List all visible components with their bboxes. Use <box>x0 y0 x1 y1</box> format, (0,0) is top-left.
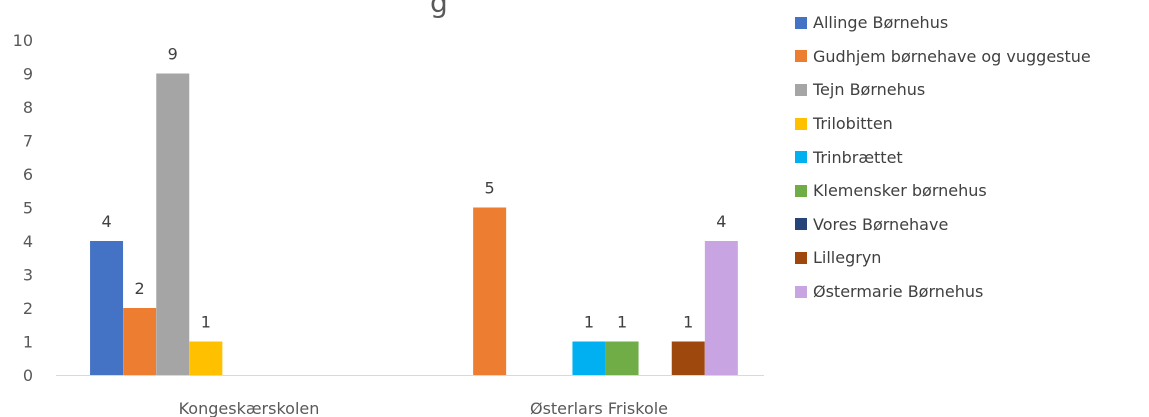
y-tick-label: 5 <box>23 199 33 218</box>
bar--stermarie-b-rnehus-1 <box>704 241 738 375</box>
legend-swatch <box>795 151 807 164</box>
chart-title-fragment: g <box>430 0 448 19</box>
x-category-label: Østerlars Friskole <box>530 399 668 417</box>
legend-label: Vores Børnehave <box>813 214 949 234</box>
legend-swatch <box>795 218 807 231</box>
legend-item: Østermarie Børnehus <box>795 275 1091 309</box>
legend-swatch <box>795 251 807 264</box>
legend-item: Klemensker børnehus <box>795 174 1091 208</box>
bar-trilobitten-0 <box>189 341 223 375</box>
bar-allinge-b-rnehus-0 <box>90 241 124 375</box>
legend-swatch <box>795 83 807 96</box>
y-tick-label: 9 <box>23 65 33 84</box>
legend-item: Vores Børnehave <box>795 208 1091 242</box>
data-label: 4 <box>101 212 111 231</box>
chart-legend: Allinge Børnehus Gudhjem børnehave og vug… <box>795 6 1091 308</box>
legend-swatch <box>795 50 807 63</box>
legend-swatch <box>795 184 807 197</box>
legend-item: Trilobitten <box>795 107 1091 141</box>
legend-item: Trinbrættet <box>795 140 1091 174</box>
y-tick-label: 6 <box>23 165 33 184</box>
bar-gudhjem-b-rnehave-og-vuggestue-0 <box>123 308 157 375</box>
data-label: 5 <box>485 179 495 198</box>
legend-item: Lillegryn <box>795 241 1091 275</box>
bar-klemensker-b-rnehus-1 <box>605 341 639 375</box>
y-tick-label: 8 <box>23 98 33 117</box>
legend-item: Allinge Børnehus <box>795 6 1091 40</box>
legend-label: Østermarie Børnehus <box>813 282 984 302</box>
data-label: 1 <box>201 313 211 332</box>
y-tick-label: 1 <box>23 333 33 352</box>
legend-label: Lillegryn <box>813 248 882 268</box>
data-label: 1 <box>617 313 627 332</box>
bar-chart: 0 1 2 3 4 5 6 7 8 9 10 4 2 5 9 1 1 1 1 4 Kongeskærskolen Øste… <box>13 31 764 417</box>
data-label: 1 <box>683 313 693 332</box>
legend-label: Gudhjem børnehave og vuggestue <box>813 46 1091 66</box>
legend-swatch <box>795 285 807 298</box>
bar-lillegryn-1 <box>671 341 705 375</box>
legend-item: Gudhjem børnehave og vuggestue <box>795 40 1091 74</box>
bar-gudhjem-b-rnehave-og-vuggestue-1 <box>473 207 507 375</box>
bar-tejn-b-rnehus-0 <box>156 73 190 375</box>
y-tick-label: 3 <box>23 266 33 285</box>
legend-label: Trinbrættet <box>813 147 903 167</box>
legend-item: Tejn Børnehus <box>795 73 1091 107</box>
legend-label: Trilobitten <box>813 114 893 134</box>
data-label: 4 <box>716 212 726 231</box>
y-tick-label: 2 <box>23 299 33 318</box>
legend-swatch <box>795 16 807 29</box>
legend-swatch <box>795 117 807 130</box>
legend-label: Tejn Børnehus <box>813 80 926 100</box>
data-label: 1 <box>584 313 594 332</box>
legend-label: Allinge Børnehus <box>813 13 949 33</box>
data-label: 2 <box>135 279 145 298</box>
data-label: 9 <box>168 45 178 64</box>
y-tick-label: 7 <box>23 132 33 151</box>
y-tick-label: 4 <box>23 232 33 251</box>
bar-trinbr-ttet-1 <box>572 341 606 375</box>
y-tick-label: 10 <box>13 31 33 50</box>
legend-label: Klemensker børnehus <box>813 181 987 201</box>
x-category-label: Kongeskærskolen <box>179 399 320 417</box>
y-tick-label: 0 <box>23 366 33 385</box>
